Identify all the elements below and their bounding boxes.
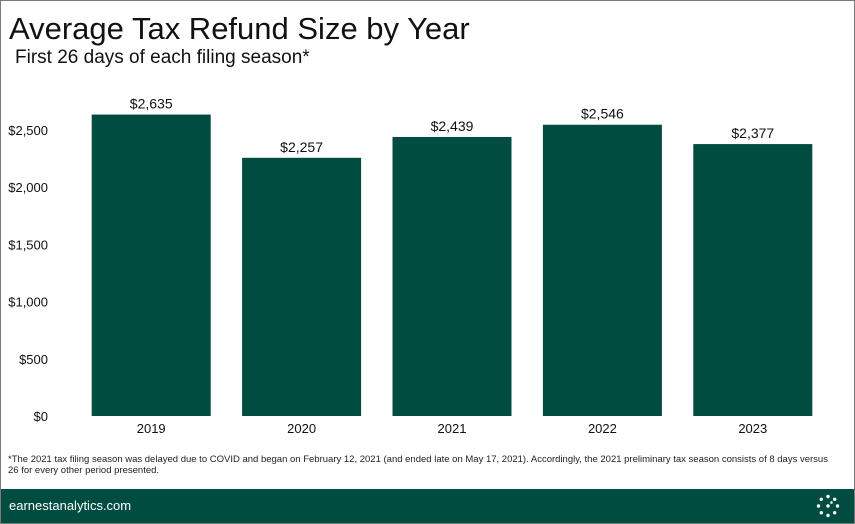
y-tick-label: $1,500: [8, 237, 48, 252]
bar-2022: [542, 124, 662, 416]
data-label: $2,439: [431, 118, 474, 134]
footer-bar: earnestanalytics.com: [1, 489, 854, 523]
x-tick-label: 2022: [588, 421, 617, 436]
x-tick-label: 2023: [738, 421, 767, 436]
chart-subtitle: First 26 days of each filing season*: [15, 47, 310, 68]
footnote: *The 2021 tax filing season was delayed …: [8, 454, 828, 476]
bars: $2,635 $2,257 $2,439 $2,546 $2,377: [91, 96, 813, 416]
x-tick-label: 2021: [438, 421, 467, 436]
x-tick-label: 2020: [287, 421, 316, 436]
y-tick-label: $0: [34, 409, 48, 424]
data-label: $2,377: [731, 125, 774, 141]
x-tick-label: 2019: [137, 421, 166, 436]
bar-2023: [693, 144, 813, 416]
bar-2019: [91, 114, 211, 416]
bar-chart: $0$500$1,000$1,500$2,000$2,500 $2,635$2,…: [8, 96, 813, 436]
footer-url: earnestanalytics.com: [9, 498, 132, 513]
y-tick-label: $1,000: [8, 295, 48, 310]
y-tick-label: $500: [19, 352, 48, 367]
y-axis: $0 $500 $1,000 $1,500 $2,000 $2,500: [8, 123, 48, 424]
chart-title: Average Tax Refund Size by Year: [9, 11, 470, 46]
data-label: $2,546: [581, 106, 624, 122]
data-label: $2,635: [130, 96, 173, 112]
bar-2021: [392, 136, 512, 416]
y-tick-label: $2,000: [8, 180, 48, 195]
bar-2020: [242, 157, 362, 416]
earnest-dots-logo-icon: [816, 494, 840, 518]
y-tick-label: $2,500: [8, 123, 48, 138]
x-axis: 2019 2020 2021 2022 2023: [137, 421, 768, 436]
data-label: $2,257: [280, 139, 323, 155]
